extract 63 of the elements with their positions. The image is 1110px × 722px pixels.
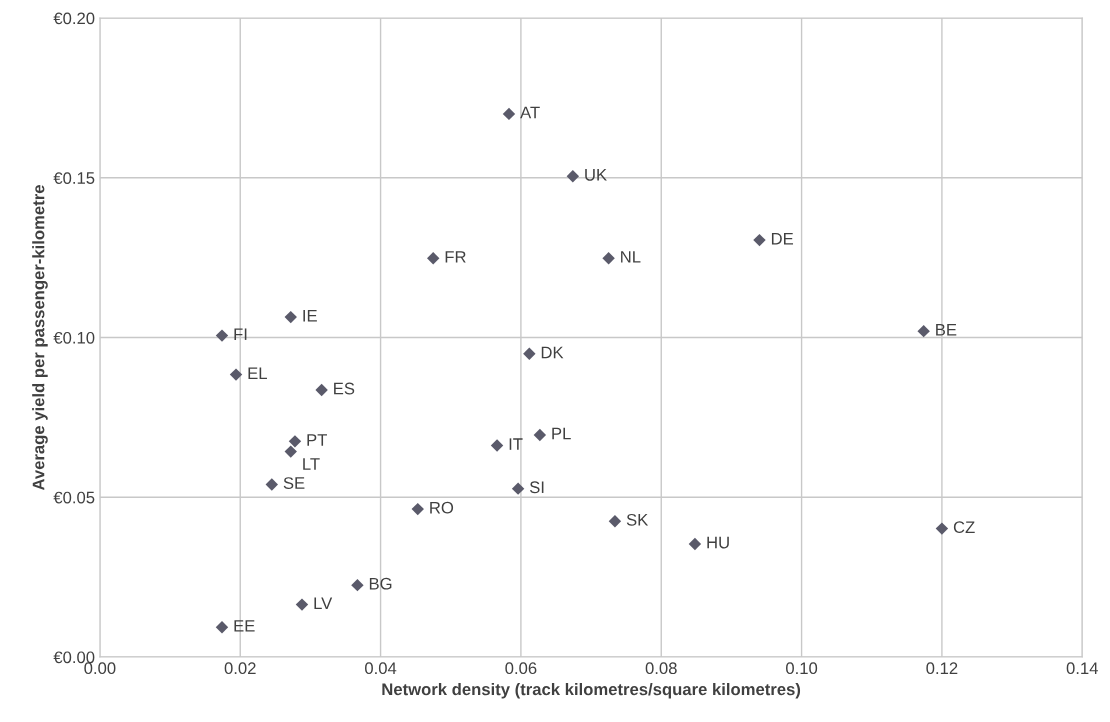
point <box>608 515 622 528</box>
annotation: DE <box>771 232 794 245</box>
point <box>426 252 440 265</box>
point <box>566 169 580 183</box>
point <box>502 107 516 121</box>
annotation: PL <box>552 427 571 440</box>
point <box>411 502 424 516</box>
x-tick-label: 0.14 <box>1066 662 1098 675</box>
point <box>753 233 766 247</box>
point <box>288 435 302 448</box>
annotation: SE <box>283 477 305 489</box>
annotation: CZ <box>953 521 975 534</box>
point <box>284 445 297 458</box>
point <box>688 537 702 551</box>
point <box>215 329 229 342</box>
y-tick-label: €0.20 <box>53 12 95 25</box>
annotation: LT <box>303 458 320 470</box>
annotation: FR <box>445 251 466 263</box>
y-axis-title: Average yield per passenger-kilometre <box>32 185 48 491</box>
point <box>533 428 547 442</box>
y-tick-label: €0.00 <box>53 651 95 664</box>
annotation: ES <box>334 382 355 395</box>
x-axis-title: Network density (track kilometres/square kilometres) <box>382 682 801 699</box>
annotation: SK <box>626 513 649 526</box>
x-tick-label: 0.10 <box>786 662 818 675</box>
annotation: EE <box>234 620 255 632</box>
annotation: PT <box>307 434 327 446</box>
x-tick-label: 0.04 <box>365 662 397 675</box>
annotation: RO <box>430 501 454 514</box>
x-tick-label: 0.02 <box>224 662 256 675</box>
point <box>602 252 615 265</box>
annotation: EL <box>248 367 267 379</box>
annotation: LV <box>314 597 333 609</box>
point <box>490 439 504 452</box>
point <box>935 522 949 535</box>
point <box>523 347 536 361</box>
y-tick-label: €0.05 <box>53 491 95 504</box>
annotation: DK <box>541 346 564 359</box>
point <box>917 324 930 338</box>
y-tick-label: €0.15 <box>53 172 95 184</box>
point <box>295 598 309 611</box>
annotation: AT <box>520 106 540 119</box>
x-tick-label: 0.00 <box>84 662 116 675</box>
annotation: FI <box>234 328 247 340</box>
x-tick-label: 0.08 <box>645 662 677 675</box>
annotation: BG <box>369 577 392 590</box>
point <box>351 578 364 592</box>
annotation: HU <box>707 536 729 549</box>
x-tick-label: 0.06 <box>505 662 537 675</box>
annotation: IE <box>303 309 317 322</box>
annotation: IT <box>509 438 523 450</box>
annotation: UK <box>585 169 607 181</box>
x-tick-label: 0.12 <box>926 662 958 675</box>
point <box>284 310 297 324</box>
point <box>229 368 243 381</box>
annotation: SI <box>529 481 544 494</box>
y-tick-label: €0.10 <box>53 331 95 344</box>
point <box>315 383 328 397</box>
point <box>215 621 229 634</box>
annotation: BE <box>936 323 957 336</box>
point <box>511 482 525 495</box>
annotation: NL <box>621 251 641 263</box>
point <box>265 478 279 491</box>
